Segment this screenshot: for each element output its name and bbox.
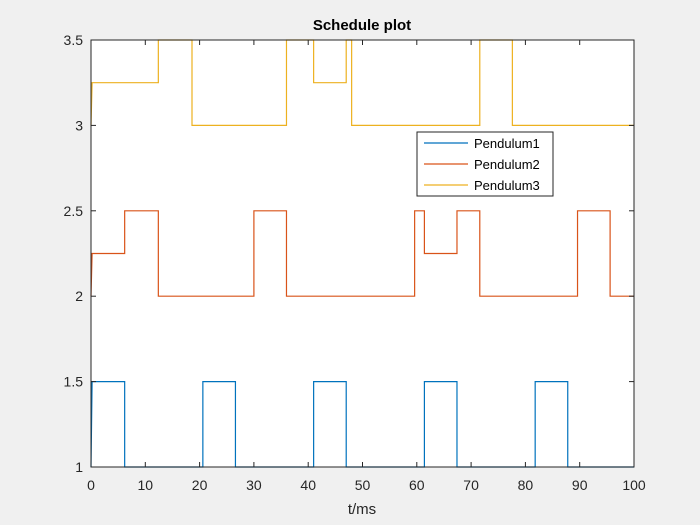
x-tick-label: 0 bbox=[87, 477, 95, 493]
tick-layer: 0 10 20 30 40 50 60 70 80 90 100 1 1.5 2 2.5 3 3.5 bbox=[64, 32, 646, 493]
x-tick-label: 100 bbox=[622, 477, 646, 493]
chart-title: Schedule plot bbox=[313, 17, 411, 34]
legend-label-3: Pendulum3 bbox=[474, 178, 540, 193]
x-tick-label: 80 bbox=[518, 477, 534, 493]
series-line-2 bbox=[90, 210, 634, 297]
y-tick-label: 3 bbox=[75, 117, 83, 133]
x-axis-title: t/ms bbox=[348, 501, 376, 518]
x-tick-label: 40 bbox=[300, 477, 316, 493]
y-tick-label: 1.5 bbox=[64, 374, 84, 390]
x-tick-label: 90 bbox=[572, 477, 588, 493]
legend[interactable]: Pendulum1 Pendulum2 Pendulum3 bbox=[416, 131, 554, 197]
y-tick-label: 2 bbox=[75, 288, 83, 304]
y-tick-label: 1 bbox=[75, 459, 83, 475]
x-tick-label: 60 bbox=[409, 477, 425, 493]
x-tick-label: 30 bbox=[246, 477, 262, 493]
x-tick-label: 10 bbox=[138, 477, 154, 493]
legend-label-1: Pendulum1 bbox=[474, 136, 540, 151]
y-tick-label: 2.5 bbox=[64, 203, 84, 219]
y-tick-label: 3.5 bbox=[64, 32, 84, 48]
legend-label-2: Pendulum2 bbox=[474, 157, 540, 172]
x-tick-label: 50 bbox=[355, 477, 371, 493]
plot-area bbox=[91, 40, 634, 467]
legend-items: Pendulum1 Pendulum2 Pendulum3 bbox=[424, 136, 540, 193]
x-tick-label: 70 bbox=[463, 477, 479, 493]
x-tick-label: 20 bbox=[192, 477, 208, 493]
